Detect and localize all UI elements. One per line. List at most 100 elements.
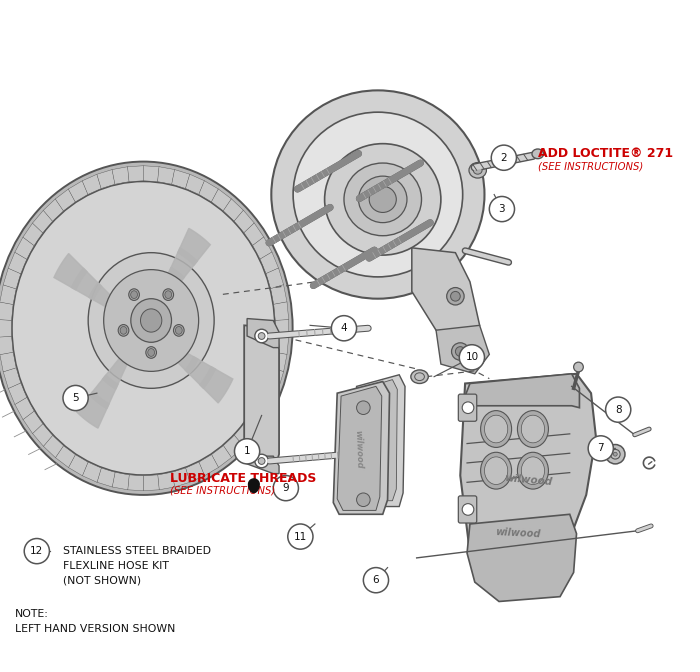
- Text: NOTE:
LEFT HAND VERSION SHOWN: NOTE: LEFT HAND VERSION SHOWN: [15, 610, 175, 634]
- Polygon shape: [353, 375, 405, 507]
- Circle shape: [258, 333, 265, 339]
- Polygon shape: [436, 325, 489, 374]
- Ellipse shape: [484, 457, 508, 485]
- Polygon shape: [260, 383, 279, 405]
- Circle shape: [25, 538, 50, 564]
- Polygon shape: [356, 380, 398, 501]
- Circle shape: [363, 568, 389, 593]
- Text: 1: 1: [244, 446, 251, 456]
- Ellipse shape: [358, 176, 407, 222]
- Polygon shape: [333, 382, 389, 514]
- Polygon shape: [244, 325, 279, 464]
- Text: STAINLESS STEEL BRAIDED
FLEXLINE HOSE KIT
(NOT SHOWN): STAINLESS STEEL BRAIDED FLEXLINE HOSE KI…: [63, 546, 211, 586]
- Polygon shape: [271, 352, 287, 372]
- Circle shape: [258, 458, 265, 464]
- Ellipse shape: [163, 289, 174, 300]
- Ellipse shape: [12, 181, 274, 475]
- Ellipse shape: [131, 298, 172, 342]
- Text: 6: 6: [372, 575, 379, 585]
- Polygon shape: [266, 268, 284, 289]
- Polygon shape: [260, 252, 279, 274]
- Polygon shape: [271, 285, 287, 304]
- Circle shape: [610, 450, 620, 459]
- Circle shape: [489, 196, 514, 222]
- Polygon shape: [274, 336, 288, 355]
- Circle shape: [459, 345, 484, 370]
- Ellipse shape: [129, 289, 139, 300]
- Ellipse shape: [469, 163, 486, 178]
- Polygon shape: [32, 423, 52, 446]
- Circle shape: [356, 493, 370, 507]
- Polygon shape: [144, 475, 160, 491]
- Circle shape: [588, 436, 613, 461]
- Text: 12: 12: [30, 546, 43, 556]
- Text: wilwood: wilwood: [504, 473, 552, 487]
- Polygon shape: [127, 475, 144, 491]
- Polygon shape: [172, 468, 190, 487]
- Ellipse shape: [481, 452, 512, 489]
- Circle shape: [462, 402, 474, 413]
- Polygon shape: [112, 167, 130, 184]
- Polygon shape: [169, 248, 197, 282]
- Circle shape: [63, 386, 88, 411]
- Polygon shape: [144, 166, 160, 181]
- Polygon shape: [0, 336, 13, 355]
- Polygon shape: [8, 252, 27, 274]
- Polygon shape: [15, 237, 34, 259]
- Polygon shape: [275, 319, 288, 337]
- Polygon shape: [461, 374, 596, 587]
- Polygon shape: [90, 375, 118, 409]
- Ellipse shape: [481, 411, 512, 448]
- Ellipse shape: [272, 90, 484, 298]
- Circle shape: [613, 452, 617, 456]
- Polygon shape: [0, 319, 11, 337]
- FancyBboxPatch shape: [458, 496, 477, 523]
- Text: 9: 9: [283, 483, 289, 493]
- Circle shape: [273, 476, 298, 501]
- Text: (SEE INSTRUCTIONS): (SEE INSTRUCTIONS): [169, 485, 275, 495]
- Polygon shape: [103, 359, 127, 389]
- Ellipse shape: [131, 291, 137, 298]
- Polygon shape: [43, 199, 64, 221]
- Polygon shape: [223, 435, 244, 458]
- Ellipse shape: [325, 144, 441, 255]
- Text: wilwood: wilwood: [354, 430, 364, 469]
- Polygon shape: [211, 189, 232, 211]
- Polygon shape: [23, 411, 43, 433]
- Polygon shape: [199, 454, 218, 476]
- Circle shape: [456, 347, 465, 356]
- Ellipse shape: [0, 161, 293, 495]
- Text: 8: 8: [615, 405, 622, 415]
- Circle shape: [606, 397, 631, 422]
- Ellipse shape: [414, 373, 424, 380]
- Polygon shape: [234, 210, 254, 233]
- Text: 4: 4: [341, 323, 347, 333]
- Ellipse shape: [484, 415, 508, 443]
- Polygon shape: [247, 319, 279, 347]
- Ellipse shape: [120, 327, 127, 334]
- Ellipse shape: [522, 457, 545, 485]
- Polygon shape: [200, 367, 233, 403]
- Polygon shape: [171, 347, 198, 374]
- Polygon shape: [69, 181, 88, 202]
- Polygon shape: [97, 169, 115, 189]
- Polygon shape: [172, 169, 190, 189]
- Polygon shape: [186, 357, 216, 388]
- Polygon shape: [89, 283, 116, 310]
- Polygon shape: [412, 248, 480, 345]
- Ellipse shape: [165, 291, 172, 298]
- Ellipse shape: [88, 253, 214, 388]
- Ellipse shape: [473, 167, 482, 174]
- Circle shape: [491, 145, 517, 170]
- Ellipse shape: [369, 186, 396, 212]
- Ellipse shape: [344, 163, 421, 236]
- Polygon shape: [112, 472, 130, 490]
- Polygon shape: [4, 368, 21, 388]
- Polygon shape: [82, 462, 102, 482]
- Polygon shape: [71, 268, 101, 300]
- Polygon shape: [253, 397, 272, 419]
- Polygon shape: [158, 472, 175, 490]
- Circle shape: [462, 503, 474, 515]
- Polygon shape: [23, 223, 43, 245]
- Polygon shape: [186, 462, 204, 482]
